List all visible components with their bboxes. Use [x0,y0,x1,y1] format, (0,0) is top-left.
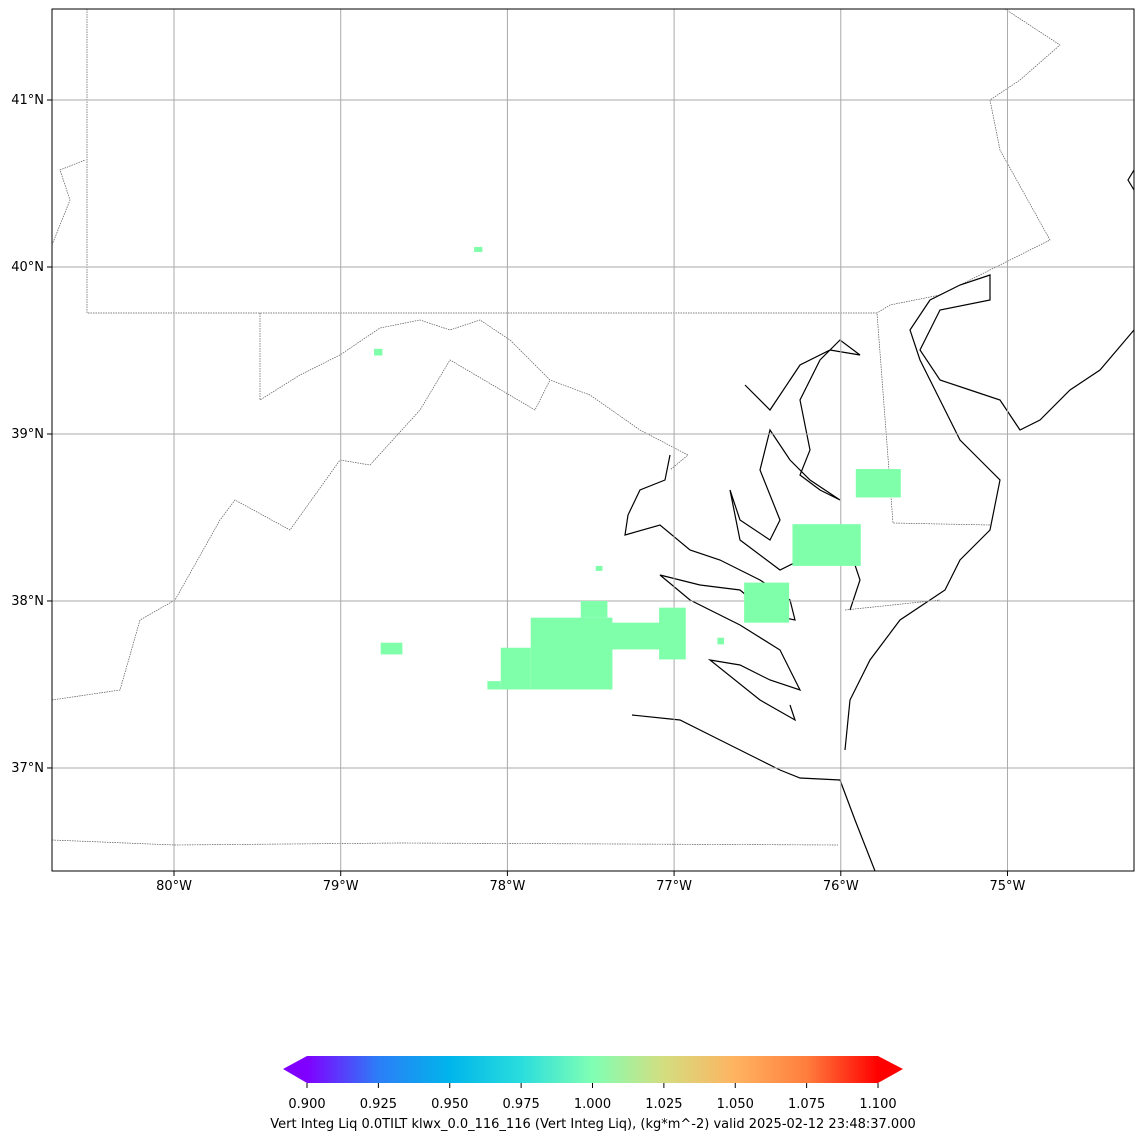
colorbar-tick-label: 1.100 [859,1097,896,1112]
x-tick-label: 77°W [656,879,692,894]
colorbar-tick-label: 0.900 [288,1097,325,1112]
radar-cell [474,246,483,252]
colorbar-tick-label: 0.925 [360,1097,397,1112]
radar-cell [744,582,790,623]
colorbar-tick-label: 1.050 [717,1097,754,1112]
radar-cell [659,607,686,660]
map-frame [51,8,1135,872]
y-tick-label: 37°N [11,761,44,776]
colorbar-tick-label: 0.975 [503,1097,540,1112]
coastline [624,454,802,722]
colorbar-extend-high [878,1056,903,1083]
state-border [52,359,551,701]
radar-cell [717,637,725,645]
colorbar-tick-label: 0.950 [431,1097,468,1112]
radar-cell [595,565,603,571]
x-tick-label: 78°W [489,879,525,894]
radar-cell [487,681,501,690]
coastline [631,714,876,871]
radar-cell [792,524,861,566]
y-tick-label: 39°N [11,427,44,442]
x-tick-label: 79°W [323,879,359,894]
colorbar-tick-label: 1.075 [788,1097,825,1112]
radar-cell [855,469,901,498]
coastline [844,274,1134,751]
radar-cell [530,617,613,690]
x-tick-label: 75°W [990,879,1026,894]
colorbar-tick-label: 1.025 [645,1097,682,1112]
radar-cell [374,348,383,356]
coastline [1127,169,1134,191]
y-tick-label: 41°N [11,93,44,108]
colorbar-label: Vert Integ Liq 0.0TILT klwx_0.0_116_116 … [270,1117,916,1132]
state-border [844,599,941,611]
colorbar [307,1056,878,1083]
map-area [52,9,1134,871]
state-border [52,839,839,846]
state-border [52,159,86,246]
state-border [259,313,689,471]
x-tick-label: 80°W [156,879,192,894]
radar-cell [580,600,608,618]
radar-cell [380,642,403,655]
y-tick-label: 40°N [11,260,44,275]
coastline [729,339,861,611]
x-tick-label: 76°W [823,879,859,894]
colorbar-extend-low [283,1056,307,1083]
colorbar-tick-label: 1.000 [574,1097,611,1112]
y-tick-label: 38°N [11,594,44,609]
radar-cell [500,647,531,690]
